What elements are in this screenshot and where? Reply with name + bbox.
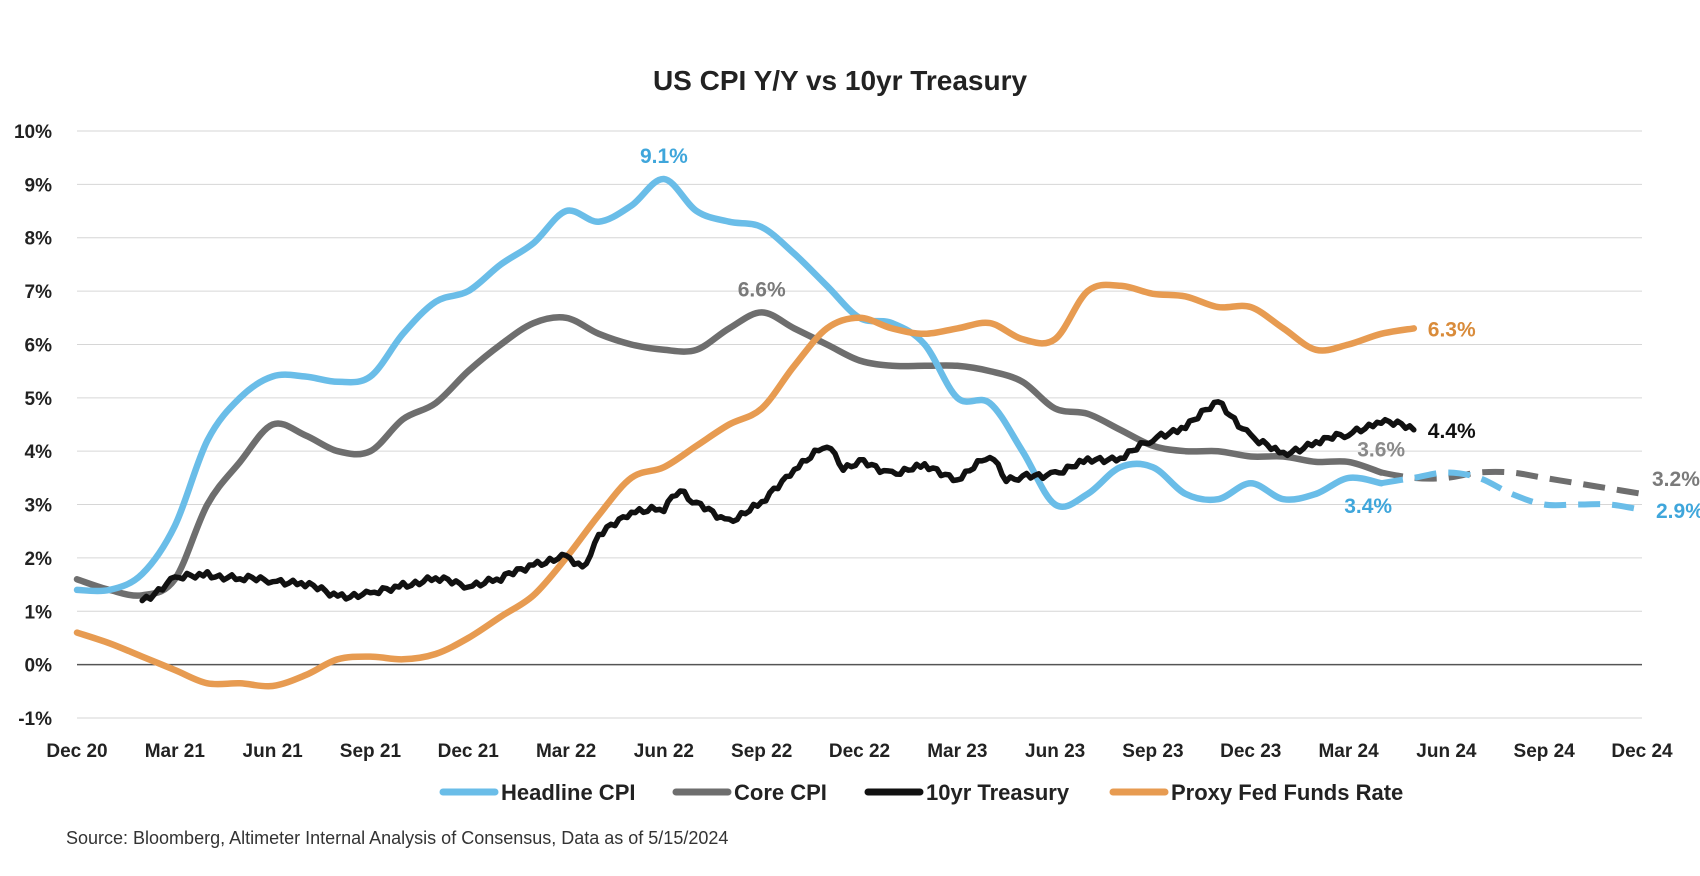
y-tick-label: 3% [25,496,53,517]
source-note: Source: Bloomberg, Altimeter Internal An… [66,828,728,848]
x-tick-label: Dec 23 [1220,741,1281,762]
data-label: 3.6% [1357,439,1405,462]
x-axis-ticks: Dec 20 Mar 21 Jun 21 Sep 21 Dec 21 Mar 22 Jun … [46,741,1673,762]
legend-label-core-cpi: Core CPI [734,780,827,805]
x-tick-label: Mar 22 [536,741,596,762]
gridlines [77,130,1642,719]
y-tick-label: 4% [25,442,53,463]
legend-label-headline-cpi: Headline CPI [501,780,635,805]
y-tick-label: 9% [25,175,53,196]
series-lines [73,175,1643,690]
y-tick-label: 8% [25,229,53,250]
x-tick-label: Sep 24 [1514,741,1576,762]
x-tick-label: Dec 22 [829,741,890,762]
data-labels: 9.1% 6.6% 6.3% 4.4% 3.6% 3.4% 3.2% 2.9% [640,145,1700,523]
chart-title: US CPI Y/Y vs 10yr Treasury [653,65,1028,96]
y-tick-label: 1% [25,602,53,623]
legend-label-10yr-treasury: 10yr Treasury [926,780,1070,805]
x-tick-label: Dec 24 [1611,741,1673,762]
proxy-fed-funds-rate-line [73,281,1418,690]
x-tick-label: Sep 21 [340,741,402,762]
y-axis-ticks: 10% 9% 8% 7% 6% 5% 4% 3% 2% 1% 0% -1% [14,122,52,730]
x-tick-label: Jun 24 [1416,741,1477,762]
y-tick-label: -1% [18,709,52,730]
headline-cpi-projection-line [1380,469,1643,513]
y-tick-label: 2% [25,549,53,570]
x-tick-label: Mar 24 [1318,741,1379,762]
y-tick-label: 5% [25,389,53,410]
headline-cpi-line [73,175,1385,595]
data-label: 3.2% [1652,468,1700,491]
data-label: 6.3% [1428,318,1476,341]
x-tick-label: Dec 21 [438,741,500,762]
10yr-treasury-line [139,399,1417,604]
data-label: 2.9% [1656,500,1700,523]
legend-label-proxy-fed-funds-rate: Proxy Fed Funds Rate [1171,780,1403,805]
y-tick-label: 6% [25,335,53,356]
core-cpi-line [73,309,1385,599]
y-tick-label: 10% [14,122,52,143]
y-tick-label: 0% [25,656,53,677]
y-tick-label: 7% [25,282,53,303]
data-label: 3.4% [1344,495,1392,518]
x-tick-label: Sep 22 [731,741,792,762]
x-tick-label: Sep 23 [1122,741,1183,762]
data-label: 4.4% [1428,420,1476,443]
x-tick-label: Mar 23 [927,741,987,762]
x-tick-label: Dec 20 [46,741,107,762]
x-tick-label: Jun 23 [1025,741,1085,762]
x-tick-label: Jun 21 [243,741,304,762]
x-tick-label: Jun 22 [634,741,694,762]
data-label: 9.1% [640,145,688,168]
legend: Headline CPI Core CPI 10yr Treasury Proxy F… [439,780,1403,805]
data-label: 6.6% [738,278,786,301]
x-tick-label: Mar 21 [145,741,206,762]
